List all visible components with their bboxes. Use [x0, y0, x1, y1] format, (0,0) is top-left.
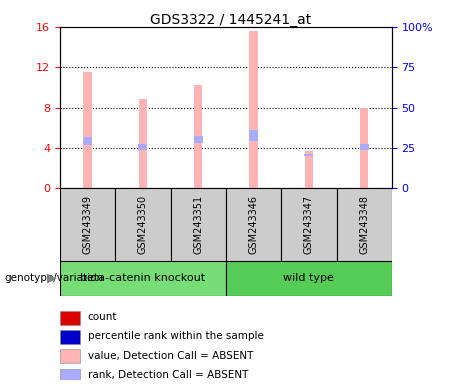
Bar [226, 261, 392, 296]
Bar [138, 144, 148, 150]
Bar [60, 349, 80, 363]
Bar [171, 188, 226, 261]
Text: value, Detection Call = ABSENT: value, Detection Call = ABSENT [88, 351, 253, 361]
Bar [60, 311, 80, 325]
Bar [360, 144, 369, 150]
Bar [60, 261, 226, 296]
Text: GSM243346: GSM243346 [248, 195, 259, 254]
Bar [281, 188, 337, 261]
Bar [249, 130, 258, 141]
Bar [337, 188, 392, 261]
Text: count: count [88, 312, 117, 322]
Text: GSM243349: GSM243349 [83, 195, 93, 254]
Bar [360, 108, 368, 188]
Bar [194, 136, 203, 143]
Text: rank, Detection Call = ABSENT: rank, Detection Call = ABSENT [88, 370, 248, 380]
Text: GSM243348: GSM243348 [359, 195, 369, 254]
Bar [83, 72, 92, 188]
Bar [83, 137, 92, 145]
Text: GDS3322 / 1445241_at: GDS3322 / 1445241_at [150, 13, 311, 27]
Bar [139, 99, 147, 188]
Text: wild type: wild type [284, 273, 334, 283]
Text: percentile rank within the sample: percentile rank within the sample [88, 331, 264, 341]
Text: GSM243347: GSM243347 [304, 195, 314, 254]
Bar [226, 188, 281, 261]
Text: ▶: ▶ [47, 272, 56, 285]
Bar [194, 85, 202, 188]
Bar [305, 151, 313, 188]
Bar [60, 369, 80, 382]
Bar [60, 330, 80, 344]
Bar [304, 154, 313, 156]
Text: beta-catenin knockout: beta-catenin knockout [80, 273, 206, 283]
Bar [60, 188, 115, 261]
Text: GSM243350: GSM243350 [138, 195, 148, 254]
Bar [115, 188, 171, 261]
Text: GSM243351: GSM243351 [193, 195, 203, 254]
Text: genotype/variation: genotype/variation [5, 273, 104, 283]
Bar [249, 31, 258, 188]
